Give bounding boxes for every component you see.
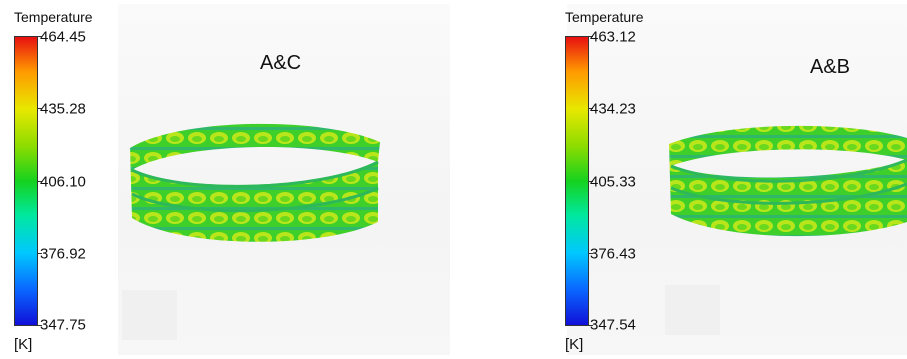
right-legend-title: Temperature <box>565 9 644 25</box>
right-tick-mark <box>589 181 593 182</box>
left-tick-max: 464.45 <box>40 28 86 46</box>
left-tick-mark <box>38 253 42 254</box>
left-unit-label: [K] <box>14 336 33 353</box>
left-axis-triad <box>122 290 177 340</box>
left-packed-bed-model <box>130 123 380 242</box>
right-tick-mark <box>589 108 593 109</box>
left-tick-q3: 435.28 <box>40 100 86 118</box>
left-case-label: A&C <box>260 52 302 74</box>
right-colorbar <box>565 36 589 326</box>
left-legend-title: Temperature <box>14 9 93 25</box>
left-tick-q1: 376.92 <box>40 245 86 263</box>
right-packed-bed-model <box>669 125 907 237</box>
right-tick-mid: 405.33 <box>590 173 636 191</box>
right-tick-q1: 376.43 <box>590 245 636 263</box>
left-tick-mid: 406.10 <box>40 173 86 191</box>
right-panel: Temperature 463.12 434.23 405.33 376.43 … <box>455 0 907 359</box>
left-panel: Temperature 464.45 435.28 406.10 376.92 … <box>0 0 450 359</box>
left-tick-mark <box>38 181 42 182</box>
left-colorbar <box>14 36 38 326</box>
right-tick-mark <box>589 325 593 326</box>
right-tick-max: 463.12 <box>590 28 636 46</box>
right-unit-label: [K] <box>565 336 584 353</box>
right-tick-q3: 434.23 <box>590 100 636 118</box>
right-axis-triad <box>665 285 720 335</box>
right-case-label: A&B <box>810 56 851 78</box>
left-tick-mark <box>38 108 42 109</box>
right-tick-mark <box>589 36 593 37</box>
left-tick-mark <box>38 325 42 326</box>
right-tick-min: 347.54 <box>590 316 636 334</box>
left-tick-min: 347.75 <box>40 316 86 334</box>
right-tick-mark <box>589 253 593 254</box>
left-tick-mark <box>38 36 42 37</box>
